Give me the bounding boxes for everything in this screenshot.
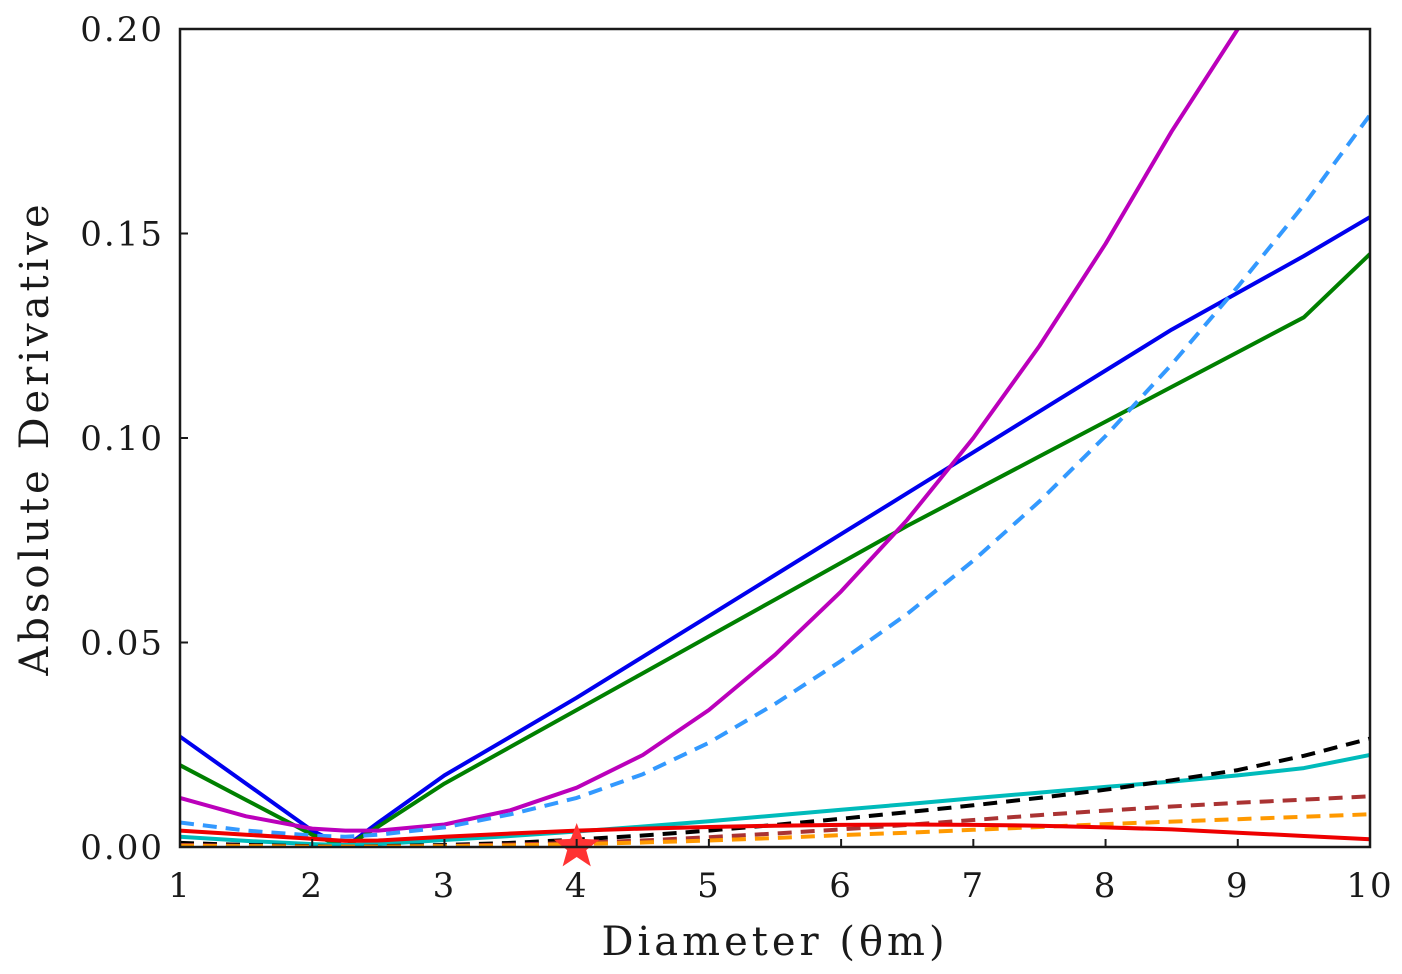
x-tick-label: 5 bbox=[697, 866, 721, 906]
series-layer bbox=[180, 29, 1370, 847]
series-line-9 bbox=[180, 822, 1370, 843]
x-tick-label: 2 bbox=[300, 866, 324, 906]
y-tick-label: 0.00 bbox=[80, 828, 164, 868]
x-tick-label: 3 bbox=[433, 866, 457, 906]
x-tick-label: 7 bbox=[962, 866, 986, 906]
plot-frame bbox=[178, 27, 1372, 849]
x-tick-label: 1 bbox=[168, 866, 192, 906]
x-tick-label: 10 bbox=[1346, 866, 1393, 906]
y-tick-label: 0.10 bbox=[80, 419, 164, 459]
y-tick-label: 0.15 bbox=[80, 215, 164, 255]
x-tick-label: 4 bbox=[565, 866, 589, 906]
x-tick-label: 6 bbox=[829, 866, 853, 906]
y-tick-label: 0.20 bbox=[80, 10, 164, 50]
x-axis: 1 2 3 4 5 6 7 8 9 10 bbox=[168, 839, 1393, 906]
x-tick-label: 8 bbox=[1094, 866, 1118, 906]
y-axis-title: Absolute Derivative bbox=[12, 200, 58, 676]
y-axis: 0.00 0.05 0.10 0.15 0.20 bbox=[80, 10, 188, 868]
series-line-1 bbox=[180, 215, 1370, 847]
x-tick-label: 9 bbox=[1226, 866, 1250, 906]
series-line-4 bbox=[180, 113, 1370, 839]
series-line-3 bbox=[180, 29, 1240, 833]
x-axis-title: Diameter (θm) bbox=[601, 919, 948, 965]
y-tick-label: 0.05 bbox=[80, 624, 164, 664]
